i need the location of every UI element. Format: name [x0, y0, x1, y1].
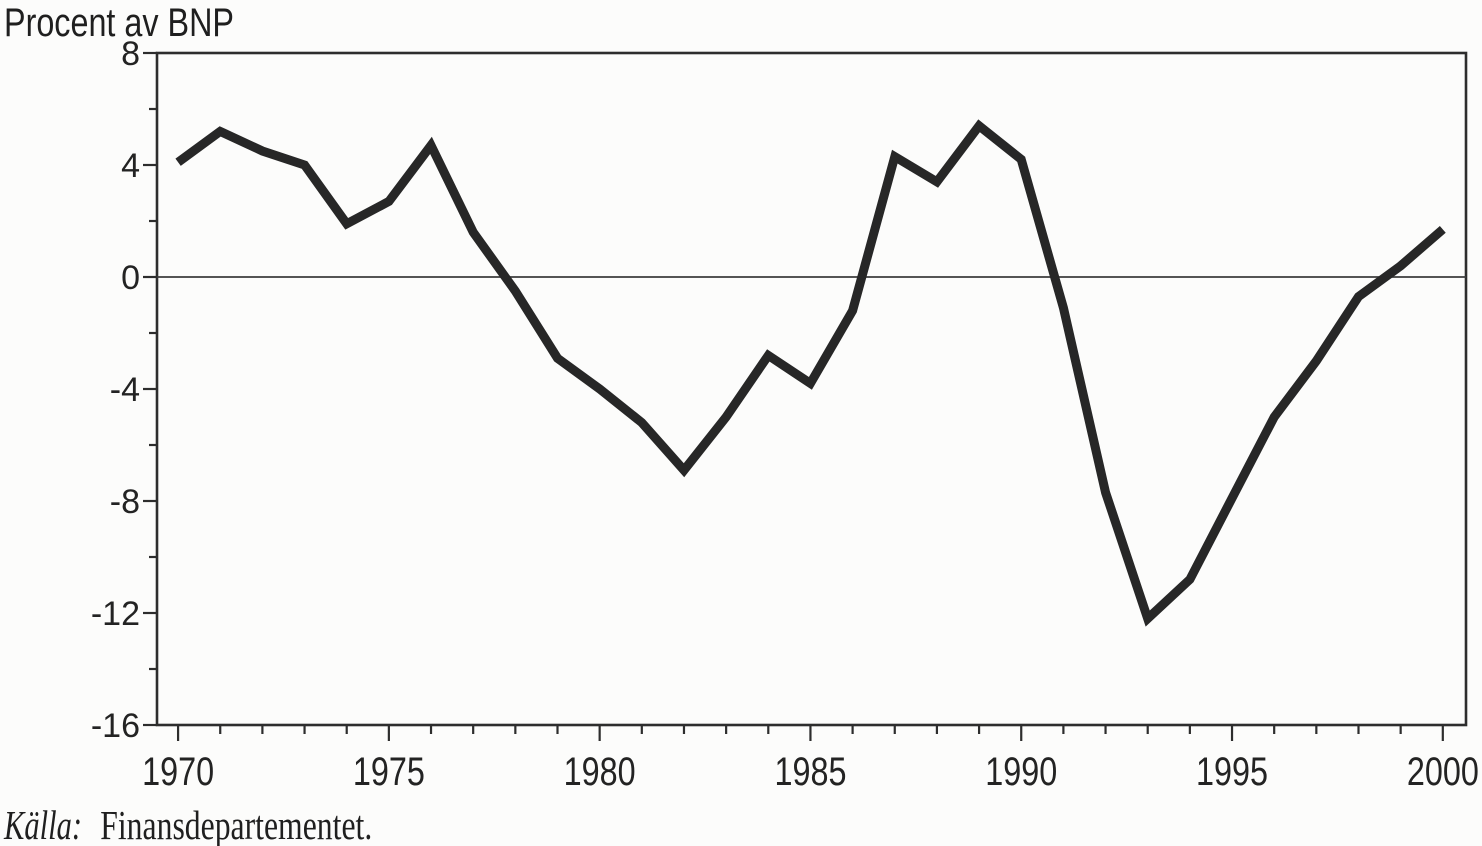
- y-tick-label: -4: [110, 371, 140, 409]
- y-tick-label: 8: [121, 35, 140, 73]
- y-tick-label: 0: [121, 259, 140, 297]
- y-tick-label: 4: [121, 147, 140, 185]
- x-tick-label: 1995: [1196, 750, 1268, 794]
- y-tick-label: -16: [91, 707, 140, 745]
- y-tick-label: -8: [110, 483, 140, 521]
- source-text: Finansdepartementet.: [100, 802, 372, 846]
- x-tick-label: 1985: [774, 750, 846, 794]
- source-label: Källa:: [3, 802, 82, 846]
- x-tick-label: 1975: [353, 750, 425, 794]
- data-line: [175, 119, 1446, 627]
- x-tick-label: 2000: [1407, 750, 1479, 794]
- y-tick-label: -12: [91, 595, 140, 633]
- axis-ticks: [143, 51, 1444, 741]
- source-note: Källa: Finansdepartementet.: [3, 802, 372, 846]
- chart-title: Procent av BNP: [4, 1, 234, 45]
- y-axis-labels: 8 4 0 -4 -8 -12 -16: [91, 35, 140, 745]
- x-tick-label: 1970: [142, 750, 214, 794]
- x-axis-labels: 1970 1975 1980 1985 1990 1995 2000: [142, 750, 1479, 794]
- x-tick-label: 1980: [564, 750, 636, 794]
- x-tick-label: 1990: [985, 750, 1057, 794]
